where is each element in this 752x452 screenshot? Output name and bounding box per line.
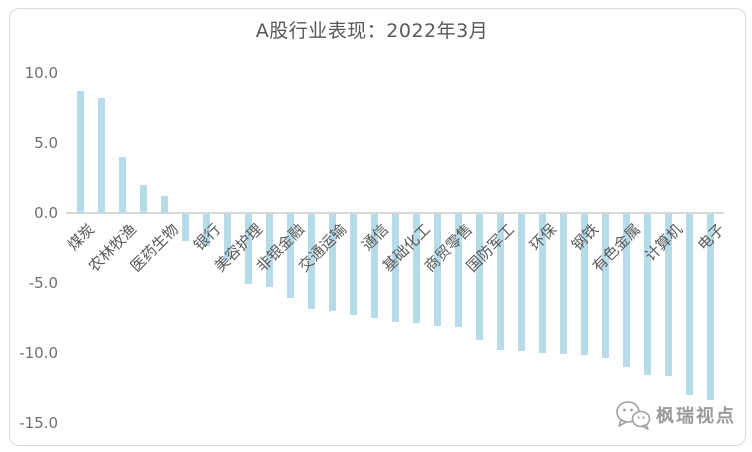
bar (559, 214, 567, 354)
bar (433, 214, 441, 326)
bar (685, 214, 693, 395)
bar (202, 214, 210, 247)
bar (538, 214, 546, 353)
category-label: 环保 (526, 220, 561, 255)
category-label: 银行 (190, 220, 225, 255)
bar (622, 214, 630, 367)
chart-title: A股行业表现：2022年3月 (255, 20, 489, 42)
bar (664, 214, 672, 377)
bar (139, 185, 147, 213)
y-axis-tick-label: -15.0 (19, 414, 58, 432)
bar (601, 214, 609, 359)
y-axis-tick-label: -5.0 (28, 274, 58, 292)
y-axis-tick-label: 10.0 (24, 64, 58, 82)
bar (160, 196, 168, 213)
category-label: 钢铁 (568, 220, 603, 255)
chat-bubbles-logo-icon (616, 401, 651, 430)
bar (307, 214, 315, 310)
bar (412, 214, 420, 324)
bar (349, 214, 357, 315)
bar (286, 214, 294, 298)
bar (496, 214, 504, 350)
bar (223, 214, 231, 261)
bar (97, 98, 105, 213)
category-label: 通信 (358, 220, 393, 255)
bar (328, 214, 336, 311)
bar (706, 214, 714, 401)
watermark: 枫瑞视点 (614, 398, 736, 432)
bar (370, 214, 378, 318)
bar (517, 214, 525, 352)
bar (244, 214, 252, 284)
bar (265, 214, 273, 287)
y-axis-tick-label: 5.0 (34, 134, 58, 152)
y-axis-tick-label: -10.0 (19, 344, 58, 362)
watermark-text: 枫瑞视点 (656, 406, 736, 427)
bar (76, 91, 84, 213)
x-axis-line (66, 212, 724, 214)
y-axis-tick-label: 0.0 (34, 204, 58, 222)
bar (475, 214, 483, 340)
bar (391, 214, 399, 322)
category-label: 电子 (694, 220, 729, 255)
bar (580, 214, 588, 356)
bar (118, 157, 126, 213)
category-label: 煤炭 (64, 220, 99, 255)
bar (454, 214, 462, 328)
bar (643, 214, 651, 375)
bar (181, 214, 189, 241)
